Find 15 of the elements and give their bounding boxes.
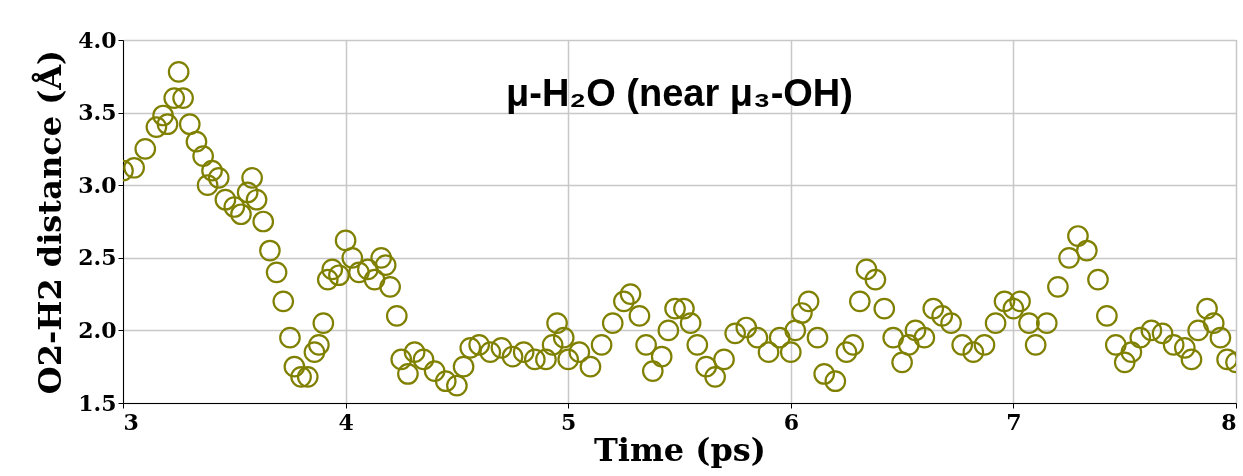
x-axis-title: Time (ps) [594, 430, 766, 469]
x-tick-label: 7 [1006, 408, 1022, 435]
x-tick-label: 5 [561, 408, 577, 435]
y-tick-label: 1.5 [78, 389, 117, 416]
y-tick-label: 3.5 [78, 99, 117, 126]
x-tick-label: 3 [123, 408, 139, 435]
y-tick-label: 4.0 [78, 26, 117, 53]
y-axis-title: O2-H2 distance (Å) [31, 49, 70, 395]
y-tick-label: 3.0 [78, 171, 117, 198]
x-tick-label: 6 [783, 408, 799, 435]
x-tick-label: 8 [1221, 408, 1237, 435]
y-tick-label: 2.0 [78, 316, 117, 343]
y-tick-label: 2.5 [78, 244, 117, 271]
x-tick-label: 4 [338, 408, 354, 435]
text: μ-H₂O (near μ₃-OH) [506, 72, 853, 114]
